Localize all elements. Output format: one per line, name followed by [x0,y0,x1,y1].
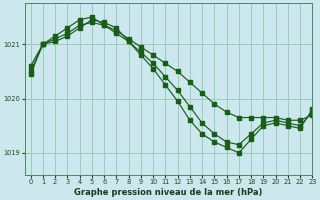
X-axis label: Graphe pression niveau de la mer (hPa): Graphe pression niveau de la mer (hPa) [74,188,263,197]
